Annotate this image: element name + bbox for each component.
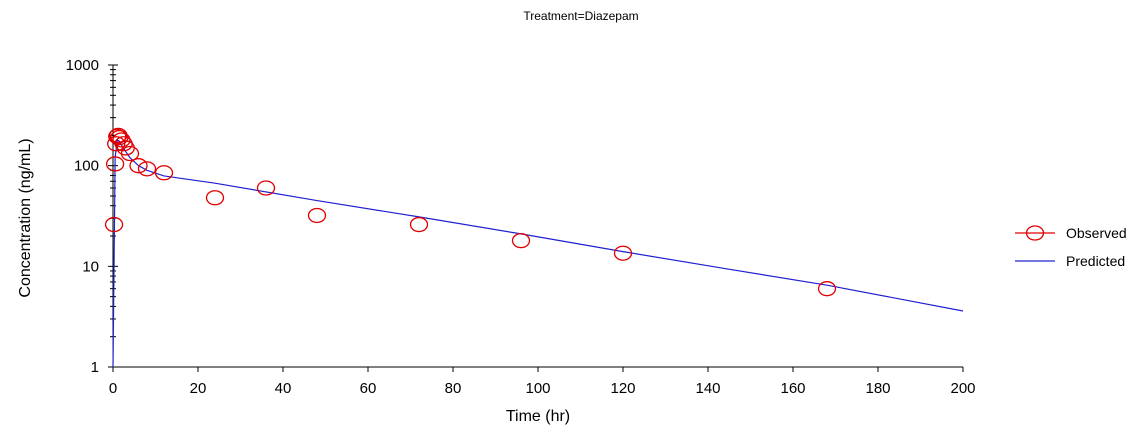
observed-point [307,207,327,224]
x-tick-label: 40 [275,380,292,397]
legend-predicted-label: Predicted [1066,253,1125,269]
x-tick-label: 180 [865,380,890,397]
observed-point [205,190,225,206]
x-tick-label: 200 [950,380,975,397]
x-tick-label: 0 [109,380,117,397]
y-axis-label: Concentration (ng/mL) [17,138,34,297]
x-ticks: 0 20 40 60 80 100 120 140 160 180 200 [109,367,976,397]
x-tick-label: 20 [190,380,207,397]
observed-point [137,161,157,177]
observed-point [105,156,125,172]
observed-point [256,180,276,196]
x-tick-label: 80 [445,380,462,397]
observed-point [409,216,429,233]
observed-point [154,165,174,181]
x-tick-label: 160 [780,380,805,397]
x-tick-label: 120 [610,380,635,397]
x-tick-label: 140 [695,380,720,397]
legend-observed-label: Observed [1066,225,1127,241]
x-tick-label: 60 [360,380,377,397]
predicted-line [112,138,964,368]
y-ticks: 1 10 100 1000 [66,57,118,376]
observed-point [817,281,837,297]
y-tick-label: 10 [82,258,99,275]
chart-title: Treatment=Diazepam [523,9,638,23]
y-tick-label: 1000 [66,57,99,74]
x-tick-label: 100 [525,380,550,397]
observed-point [613,245,633,261]
series-predicted [112,138,964,368]
observed-point [511,232,531,249]
y-tick-label: 100 [74,158,99,175]
x-axis-label: Time (hr) [506,408,570,425]
y-tick-label: 1 [91,359,99,376]
legend-item-predicted: Predicted [1015,253,1125,269]
observed-point [104,216,124,233]
legend-observed-swatch-marker [1025,225,1045,241]
observed-point [129,158,148,174]
observed-point [120,145,140,162]
series-observed [104,127,837,297]
legend: Observed Predicted [1015,225,1127,269]
legend-item-observed: Observed [1015,225,1127,241]
